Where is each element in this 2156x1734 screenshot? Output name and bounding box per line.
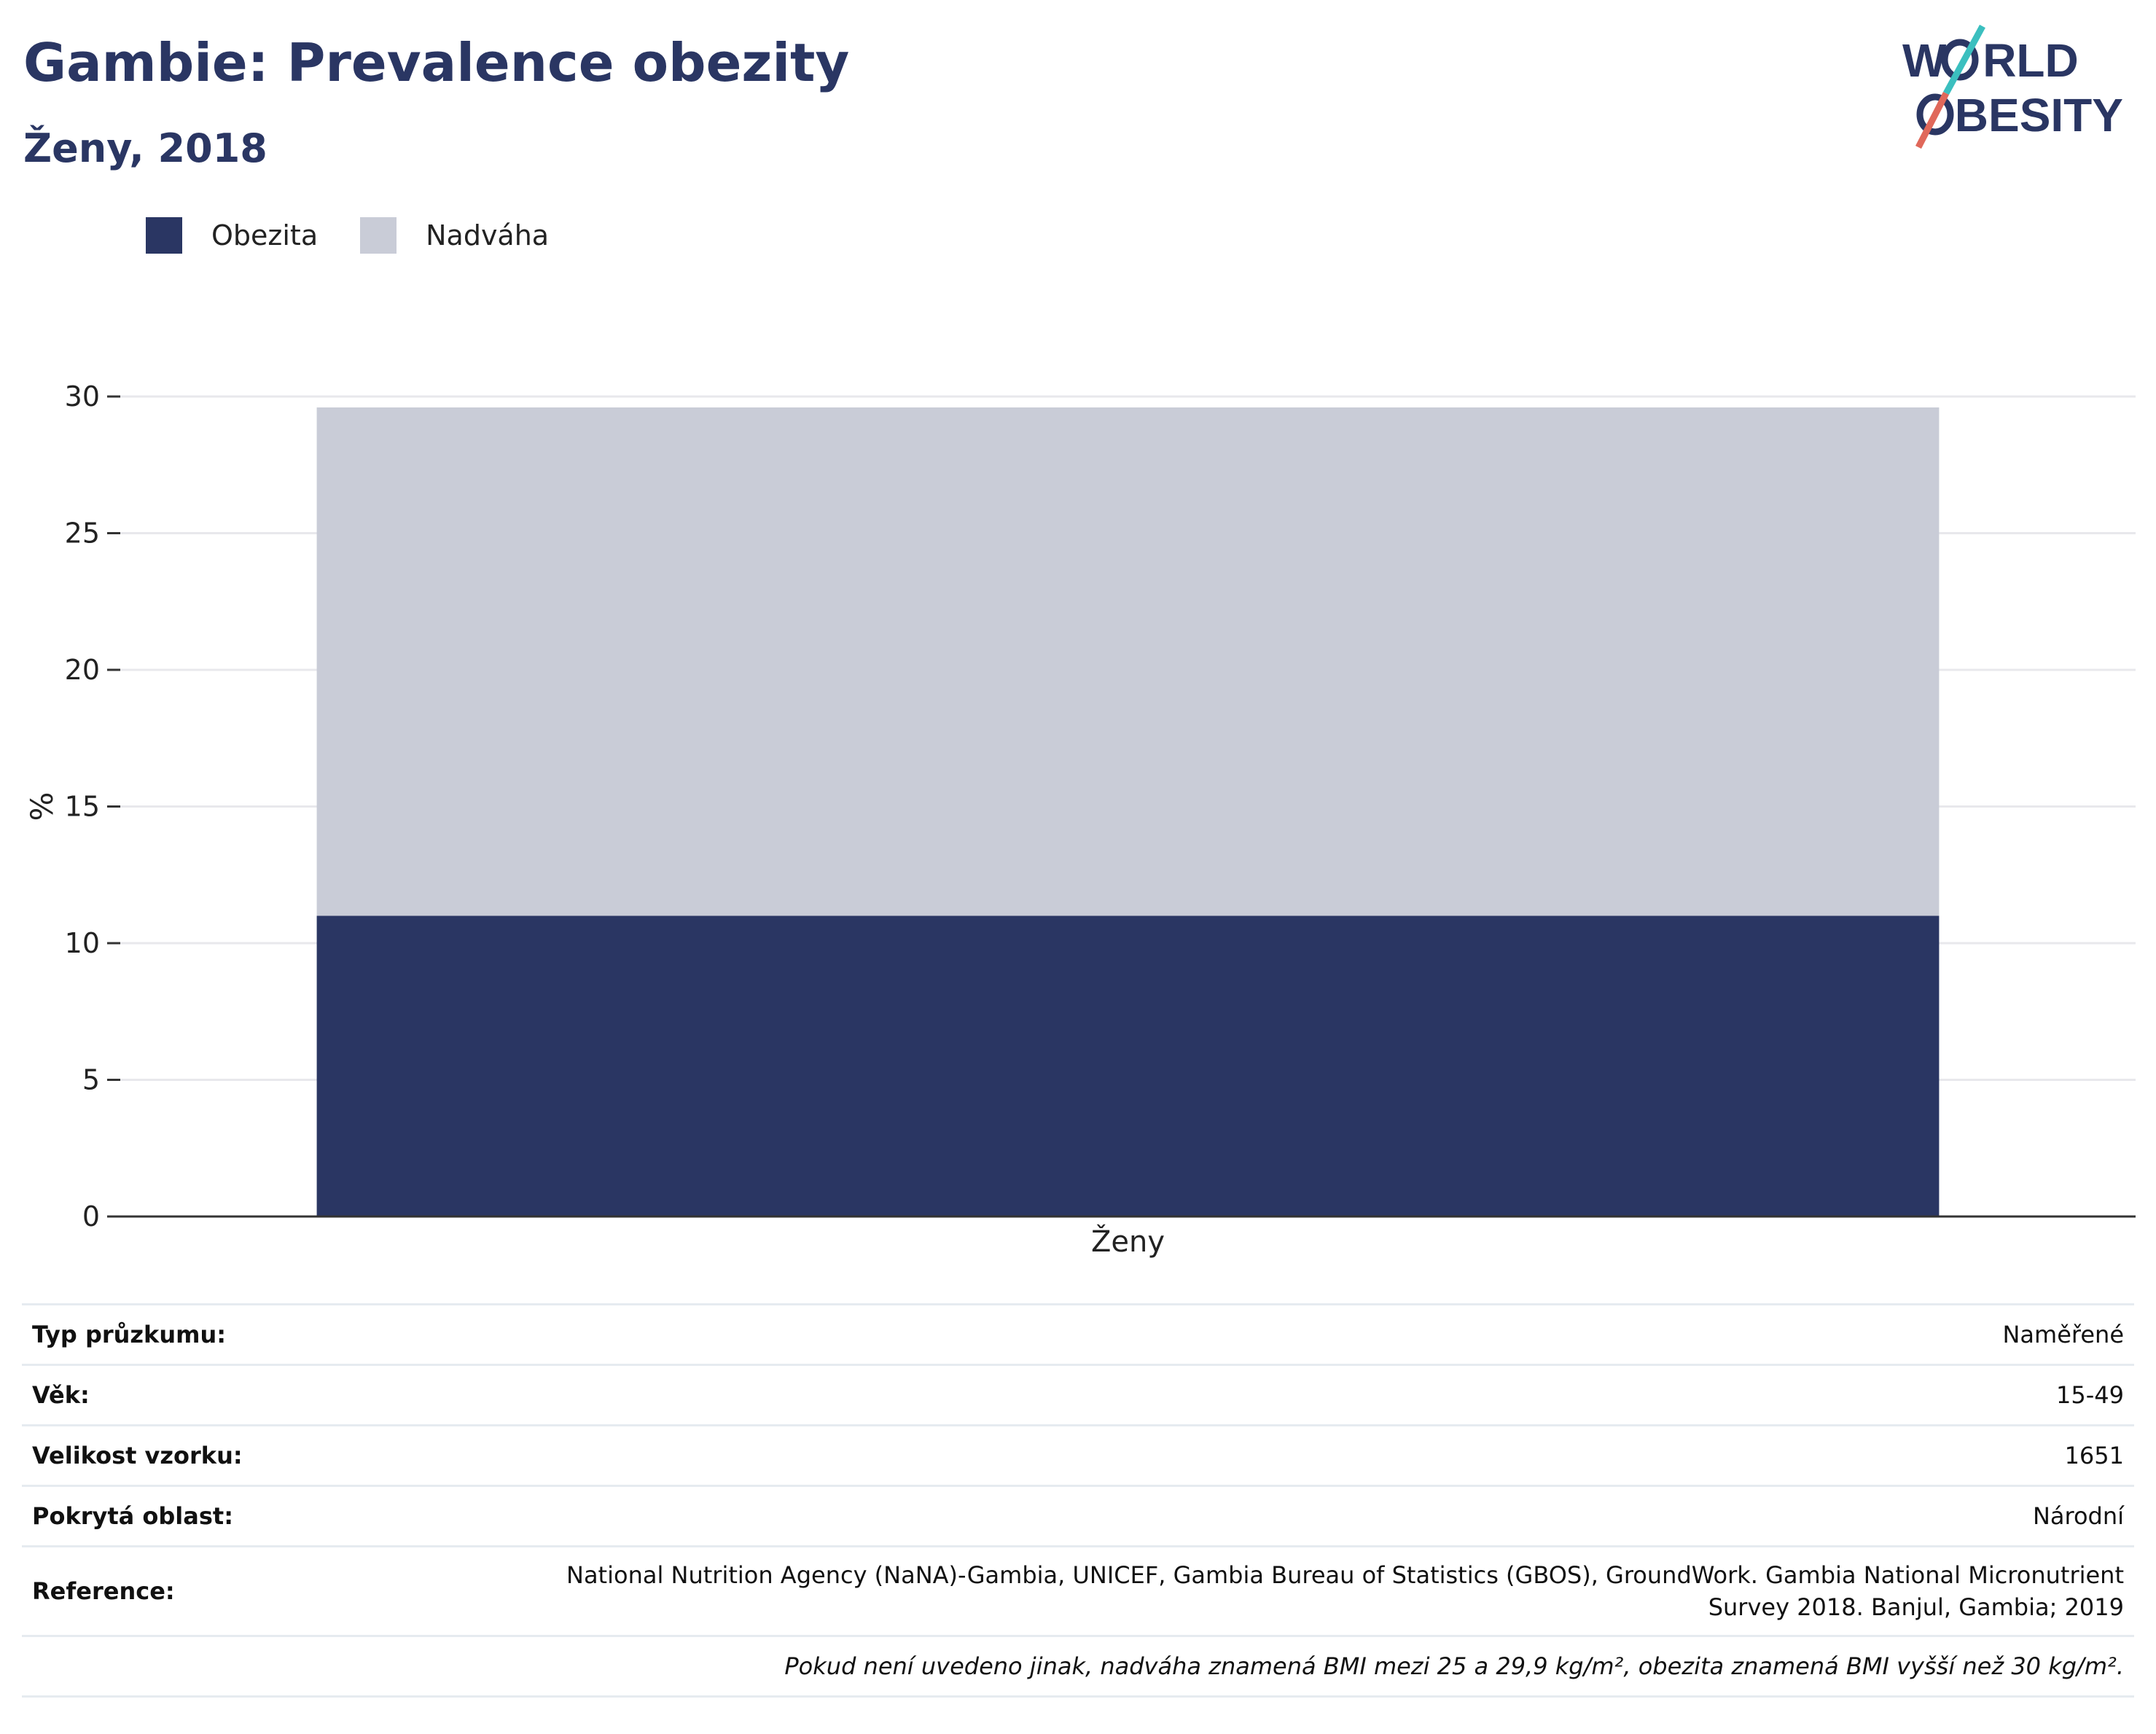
stacked-bar-chart: 0 5 10 15 20 25 30 Ženy% bbox=[24, 380, 2136, 1259]
reference-line-1: National Nutrition Agency (NaNA)-Gambia,… bbox=[566, 1561, 2124, 1589]
legend-item-nadvaha[interactable]: Nadváha bbox=[360, 217, 549, 254]
legend-swatch-obezita bbox=[146, 217, 182, 254]
legend-swatch-nadvaha bbox=[360, 217, 397, 254]
area-label: Pokrytá oblast: bbox=[22, 1485, 480, 1547]
legend-label-obezita: Obezita bbox=[211, 219, 319, 251]
age-label: Věk: bbox=[22, 1364, 480, 1426]
y-tick-label: 20 bbox=[65, 654, 100, 686]
info-row-sample-size: Velikost vzorku: 1651 bbox=[22, 1424, 2134, 1486]
svg-text:WORLD: WORLD bbox=[1902, 34, 2079, 87]
world-obesity-logo: WORLD OBESITY bbox=[1902, 24, 2123, 149]
age-value: 15-49 bbox=[480, 1364, 2134, 1426]
sample-size-value: 1651 bbox=[480, 1424, 2134, 1486]
y-tick-label: 0 bbox=[82, 1200, 100, 1233]
info-row-survey-type: Typ průzkumu: Naměřené bbox=[22, 1303, 2134, 1365]
survey-type-value: Naměřené bbox=[480, 1303, 2134, 1365]
y-tick-label: 30 bbox=[65, 380, 100, 413]
legend-label-nadvaha: Nadváha bbox=[426, 219, 550, 251]
y-tick-label: 10 bbox=[65, 927, 100, 959]
info-row-area: Pokrytá oblast: Národní bbox=[22, 1485, 2134, 1547]
legend: Obezita Nadváha bbox=[146, 217, 591, 254]
y-axis-title: % bbox=[24, 792, 60, 821]
survey-type-label: Typ průzkumu: bbox=[22, 1303, 480, 1365]
info-row-age: Věk: 15-49 bbox=[22, 1364, 2134, 1426]
x-tick-label: Ženy bbox=[1091, 1224, 1165, 1259]
survey-info-table: Typ průzkumu: Naměřené Věk: 15-49 Veliko… bbox=[22, 1303, 2134, 1698]
reference-value: National Nutrition Agency (NaNA)-Gambia,… bbox=[480, 1545, 2134, 1636]
area-value: Národní bbox=[480, 1485, 2134, 1547]
sample-size-label: Velikost vzorku: bbox=[22, 1424, 480, 1486]
info-row-reference: Reference: National Nutrition Agency (Na… bbox=[22, 1545, 2134, 1636]
legend-item-obezita[interactable]: Obezita bbox=[146, 217, 318, 254]
reference-line-2: Survey 2018. Banjul, Gambia; 2019 bbox=[1708, 1593, 2124, 1621]
definition-note: Pokud není uvedeno jinak, nadváha znamen… bbox=[22, 1635, 2134, 1698]
chart-subtitle: Ženy, 2018 bbox=[23, 125, 267, 171]
y-tick-label: 25 bbox=[65, 518, 100, 550]
reference-label: Reference: bbox=[22, 1545, 480, 1636]
y-tick-label: 15 bbox=[65, 791, 100, 823]
bar-obezita bbox=[316, 915, 1940, 1216]
y-tick-label: 5 bbox=[82, 1064, 100, 1096]
info-row-note: Pokud není uvedeno jinak, nadváha znamen… bbox=[22, 1635, 2134, 1698]
bar-nadvaha bbox=[316, 407, 1940, 916]
chart-title: Gambie: Prevalence obezity bbox=[23, 32, 850, 93]
